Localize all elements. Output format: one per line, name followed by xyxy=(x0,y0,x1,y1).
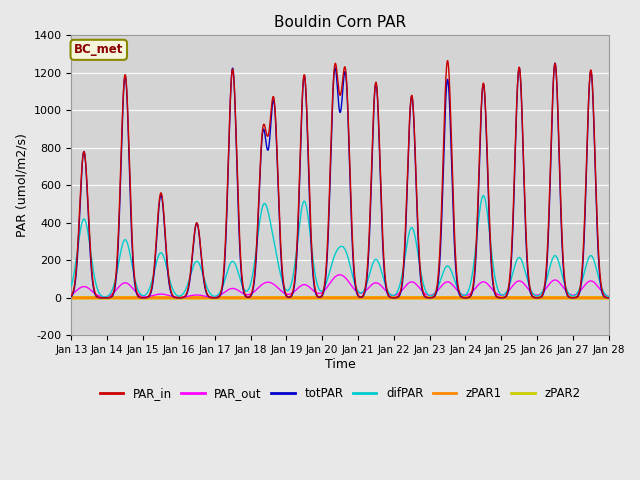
PAR_in xyxy=(68,293,76,299)
PAR_in xyxy=(576,287,584,293)
Line: PAR_in: PAR_in xyxy=(72,60,609,298)
zPAR1 xyxy=(460,295,468,300)
PAR_in xyxy=(250,277,258,283)
PAR_out xyxy=(250,289,258,295)
totPAR xyxy=(100,295,108,300)
zPAR2 xyxy=(582,295,590,300)
PAR_in xyxy=(605,295,612,300)
totPAR xyxy=(68,294,76,300)
totPAR xyxy=(576,289,584,295)
zPAR2 xyxy=(250,295,258,300)
Legend: PAR_in, PAR_out, totPAR, difPAR, zPAR1, zPAR2: PAR_in, PAR_out, totPAR, difPAR, zPAR1, … xyxy=(95,382,585,404)
zPAR1 xyxy=(322,295,330,300)
difPAR xyxy=(460,292,468,298)
zPAR1 xyxy=(476,295,483,300)
difPAR xyxy=(582,262,590,268)
PAR_out xyxy=(582,281,590,287)
totPAR xyxy=(250,281,258,287)
totPAR xyxy=(460,295,468,300)
difPAR xyxy=(479,193,487,199)
PAR_in xyxy=(100,295,108,300)
PAR_out xyxy=(460,292,468,298)
difPAR xyxy=(605,294,612,300)
zPAR2 xyxy=(322,295,330,300)
zPAR1 xyxy=(605,295,612,300)
PAR_out xyxy=(336,272,344,277)
zPAR2 xyxy=(605,295,612,300)
difPAR xyxy=(68,283,76,289)
PAR_in xyxy=(322,269,330,275)
PAR_out xyxy=(175,294,183,300)
Line: PAR_out: PAR_out xyxy=(72,275,609,297)
difPAR xyxy=(322,282,330,288)
zPAR1 xyxy=(250,295,258,300)
Text: BC_met: BC_met xyxy=(74,43,124,56)
PAR_in xyxy=(582,165,590,171)
zPAR2 xyxy=(476,295,483,300)
difPAR xyxy=(576,286,584,291)
PAR_in xyxy=(444,58,451,63)
PAR_out xyxy=(322,286,330,292)
PAR_out xyxy=(605,294,612,300)
totPAR xyxy=(582,173,590,179)
zPAR2 xyxy=(460,295,468,300)
zPAR2 xyxy=(68,295,76,300)
totPAR xyxy=(322,275,330,280)
Title: Bouldin Corn PAR: Bouldin Corn PAR xyxy=(274,15,406,30)
Line: difPAR: difPAR xyxy=(72,196,609,297)
PAR_in xyxy=(476,153,483,158)
X-axis label: Time: Time xyxy=(324,358,355,371)
zPAR2 xyxy=(575,295,583,300)
Y-axis label: PAR (umol/m2/s): PAR (umol/m2/s) xyxy=(15,133,28,237)
difPAR xyxy=(476,210,483,216)
PAR_out xyxy=(576,288,584,294)
PAR_out xyxy=(68,292,76,298)
difPAR xyxy=(250,263,258,269)
Line: totPAR: totPAR xyxy=(72,63,609,298)
difPAR xyxy=(101,294,109,300)
zPAR1 xyxy=(582,295,590,300)
totPAR xyxy=(605,295,612,300)
totPAR xyxy=(476,162,483,168)
totPAR xyxy=(551,60,559,66)
zPAR1 xyxy=(575,295,583,300)
zPAR1 xyxy=(68,295,76,300)
PAR_out xyxy=(476,281,483,287)
PAR_in xyxy=(460,295,468,300)
